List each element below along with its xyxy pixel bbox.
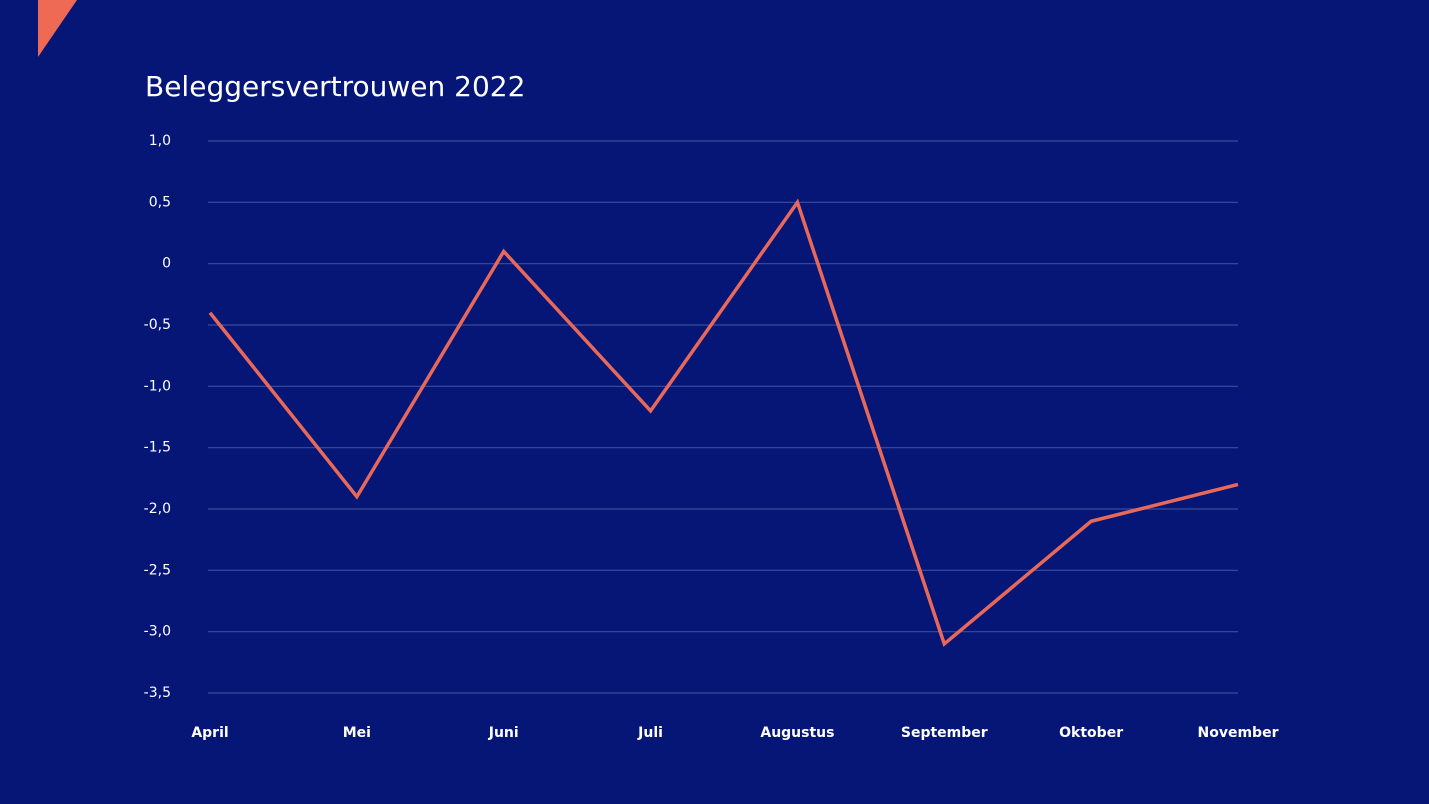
y-tick-label: -3,0 bbox=[144, 624, 171, 640]
chart-title: Beleggersvertrouwen 2022 bbox=[145, 70, 525, 103]
y-tick-label: -1,5 bbox=[144, 440, 171, 456]
x-tick-label: Mei bbox=[343, 725, 371, 741]
x-tick-label: Juni bbox=[488, 725, 519, 741]
y-tick-label: 0,5 bbox=[149, 194, 171, 210]
x-tick-label: Augustus bbox=[760, 725, 834, 741]
y-tick-label: -3,5 bbox=[144, 685, 171, 701]
y-tick-label: -2,5 bbox=[144, 562, 171, 578]
y-tick-label: -0,5 bbox=[144, 317, 171, 333]
x-tick-label: November bbox=[1198, 725, 1279, 741]
y-tick-label: -1,0 bbox=[144, 378, 171, 394]
x-tick-label: Oktober bbox=[1059, 725, 1123, 741]
decoration bbox=[38, 0, 77, 57]
y-tick-label: -2,0 bbox=[144, 501, 171, 517]
y-tick-label: 1,0 bbox=[149, 133, 171, 149]
x-tick-label: April bbox=[191, 725, 228, 741]
x-tick-label: Juli bbox=[637, 725, 663, 741]
data-line bbox=[208, 198, 1239, 647]
y-tick-label: 0 bbox=[162, 256, 171, 272]
x-tick-label: September bbox=[901, 725, 988, 741]
